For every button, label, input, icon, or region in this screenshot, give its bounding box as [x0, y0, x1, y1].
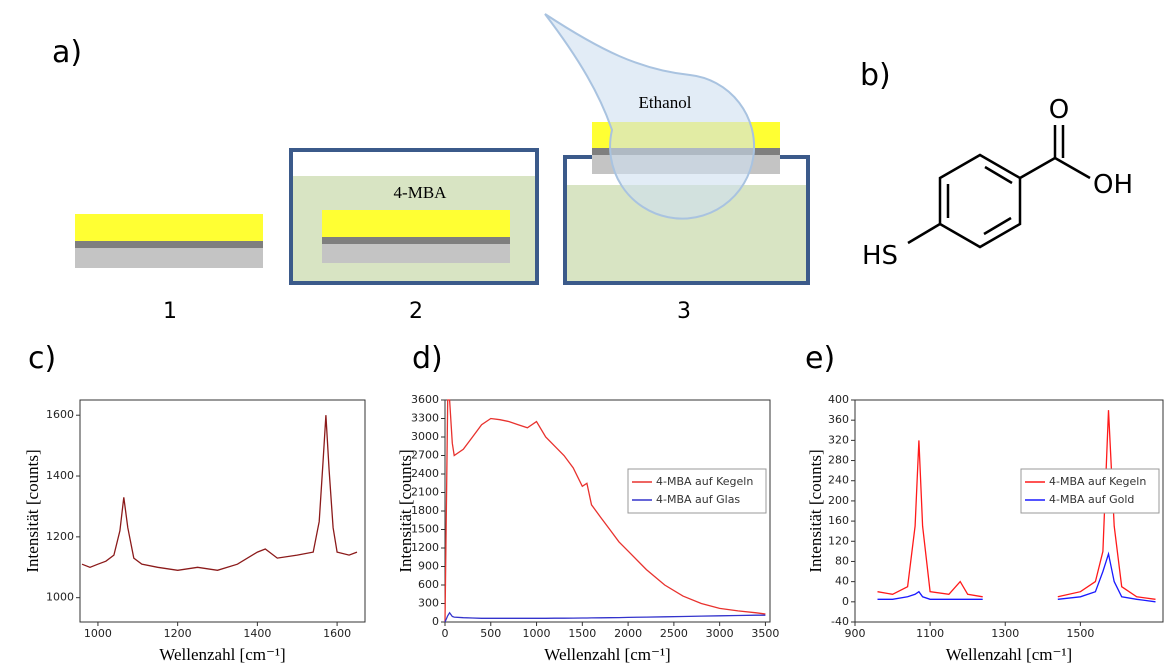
y-tick-label: 3300: [411, 412, 439, 425]
substrate: [75, 214, 263, 268]
y-tick-label: 320: [828, 433, 849, 446]
x-tick-label: 1000: [84, 627, 112, 640]
solution-label: 4-MBA: [394, 183, 448, 202]
y-tick-label: 160: [828, 514, 849, 527]
panel-label: b): [860, 58, 891, 93]
atom-label: HS: [862, 241, 898, 271]
y-tick-label: 1500: [411, 523, 439, 536]
legend-box: [1020, 468, 1160, 514]
x-axis-title: Wellenzahl [cm⁻¹]: [159, 645, 285, 664]
x-tick-label: 1200: [164, 627, 192, 640]
y-tick-label: 280: [828, 454, 849, 467]
step-number: 3: [677, 299, 691, 324]
molecule: [907, 125, 1091, 249]
step-number: 1: [163, 299, 177, 324]
y-axis-title: Intensität [counts]: [806, 449, 825, 572]
x-tick-label: 1500: [1066, 627, 1094, 640]
x-tick-label: 3000: [706, 627, 734, 640]
x-axis-title: Wellenzahl [cm⁻¹]: [544, 645, 670, 664]
x-tick-label: 1300: [991, 627, 1019, 640]
legend-box: [627, 468, 767, 514]
x-tick-label: 900: [845, 627, 866, 640]
rinse-label: Ethanol: [639, 93, 692, 112]
y-tick-label: 2700: [411, 449, 439, 462]
y-tick-label: 300: [418, 597, 439, 610]
legend-label: 4-MBA auf Gold: [1049, 493, 1134, 506]
x-tick-label: 2500: [660, 627, 688, 640]
atom-label: O: [1049, 95, 1069, 125]
atom-label: OH: [1093, 170, 1133, 200]
y-tick-label: 0: [842, 595, 849, 608]
y-tick-label: 400: [828, 393, 849, 406]
x-tick-label: 1100: [916, 627, 944, 640]
panel-label: d): [412, 341, 443, 376]
y-tick-label: 600: [418, 578, 439, 591]
data-line: [444, 611, 766, 623]
panel-label: c): [28, 341, 56, 376]
x-tick-label: 500: [480, 627, 501, 640]
plot-frame: [79, 399, 366, 623]
data-line: [444, 399, 766, 623]
data-line: [877, 410, 1156, 600]
y-tick-label: 900: [418, 560, 439, 573]
y-tick-label: 1400: [46, 469, 74, 482]
legend-label: 4-MBA auf Kegeln: [656, 475, 753, 488]
beaker: [289, 148, 539, 285]
x-tick-label: 2000: [614, 627, 642, 640]
y-tick-label: 360: [828, 413, 849, 426]
y-tick-label: -40: [831, 615, 849, 628]
panel-label: e): [805, 341, 835, 376]
x-tick-label: 1500: [568, 627, 596, 640]
x-tick-label: 1400: [243, 627, 271, 640]
y-tick-label: 1600: [46, 408, 74, 421]
y-tick-label: 80: [835, 554, 849, 567]
x-tick-label: 1000: [523, 627, 551, 640]
y-tick-label: 240: [828, 474, 849, 487]
y-tick-label: 40: [835, 575, 849, 588]
y-tick-label: 200: [828, 494, 849, 507]
y-tick-label: 1000: [46, 591, 74, 604]
droplet: [544, 13, 756, 220]
step-number: 2: [409, 299, 423, 324]
x-tick-label: 3500: [751, 627, 779, 640]
beaker: [544, 13, 810, 285]
panel-label: a): [52, 35, 82, 70]
y-tick-label: 3000: [411, 430, 439, 443]
y-tick-label: 1800: [411, 504, 439, 517]
legend-label: 4-MBA auf Kegeln: [1049, 475, 1146, 488]
y-tick-label: 120: [828, 534, 849, 547]
y-tick-label: 2400: [411, 467, 439, 480]
y-tick-label: 0: [432, 615, 439, 628]
data-line: [877, 551, 1156, 603]
x-tick-label: 0: [442, 627, 449, 640]
y-tick-label: 1200: [411, 541, 439, 554]
y-axis-title: Intensität [counts]: [396, 449, 415, 572]
y-tick-label: 2100: [411, 486, 439, 499]
y-axis-title: Intensität [counts]: [23, 449, 42, 572]
legend-label: 4-MBA auf Glas: [656, 493, 740, 506]
y-tick-label: 3600: [411, 393, 439, 406]
y-tick-label: 1200: [46, 530, 74, 543]
data-line: [81, 415, 358, 571]
x-axis-title: Wellenzahl [cm⁻¹]: [946, 645, 1072, 664]
x-tick-label: 1600: [323, 627, 351, 640]
